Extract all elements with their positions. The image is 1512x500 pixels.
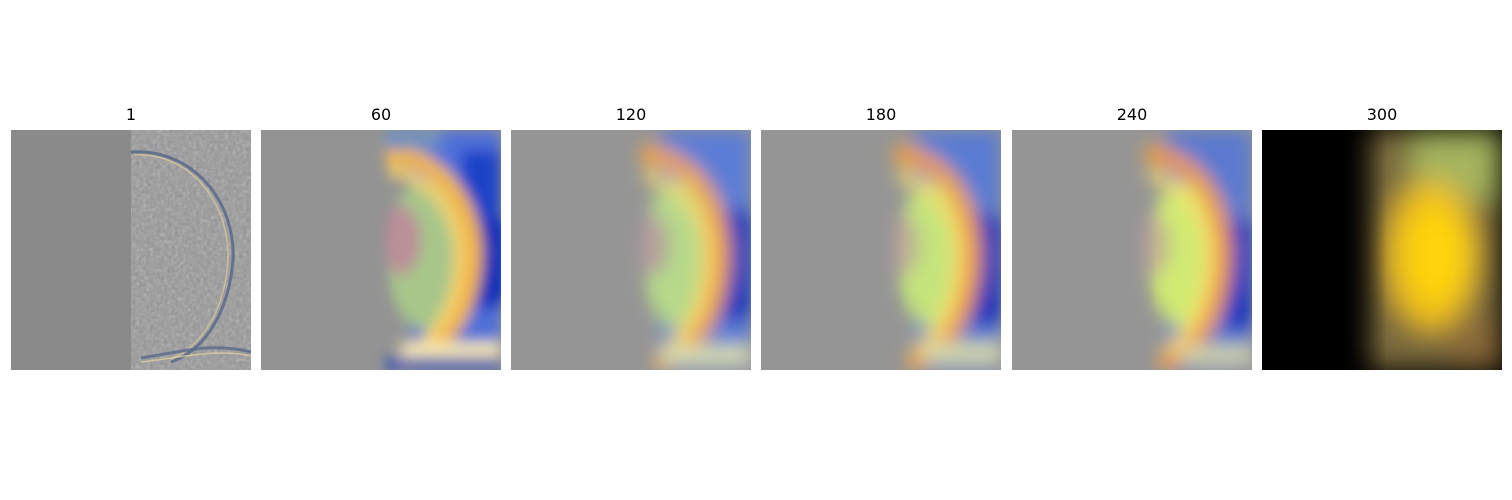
panel-title: 240 bbox=[1116, 105, 1148, 124]
panel-title: 180 bbox=[865, 105, 897, 124]
feature-map-image-step-180 bbox=[761, 130, 1001, 370]
panel-title: 120 bbox=[615, 105, 647, 124]
feature-map-image-step-300 bbox=[1262, 130, 1502, 370]
feature-map-image-step-60 bbox=[261, 130, 501, 370]
feature-map-image-step-120 bbox=[511, 130, 751, 370]
feature-map-image-step-1 bbox=[11, 130, 251, 370]
panel-title: 300 bbox=[1366, 105, 1398, 124]
panel-title: 1 bbox=[125, 105, 137, 124]
feature-map-image-step-240 bbox=[1012, 130, 1252, 370]
panel-title: 60 bbox=[370, 105, 392, 124]
